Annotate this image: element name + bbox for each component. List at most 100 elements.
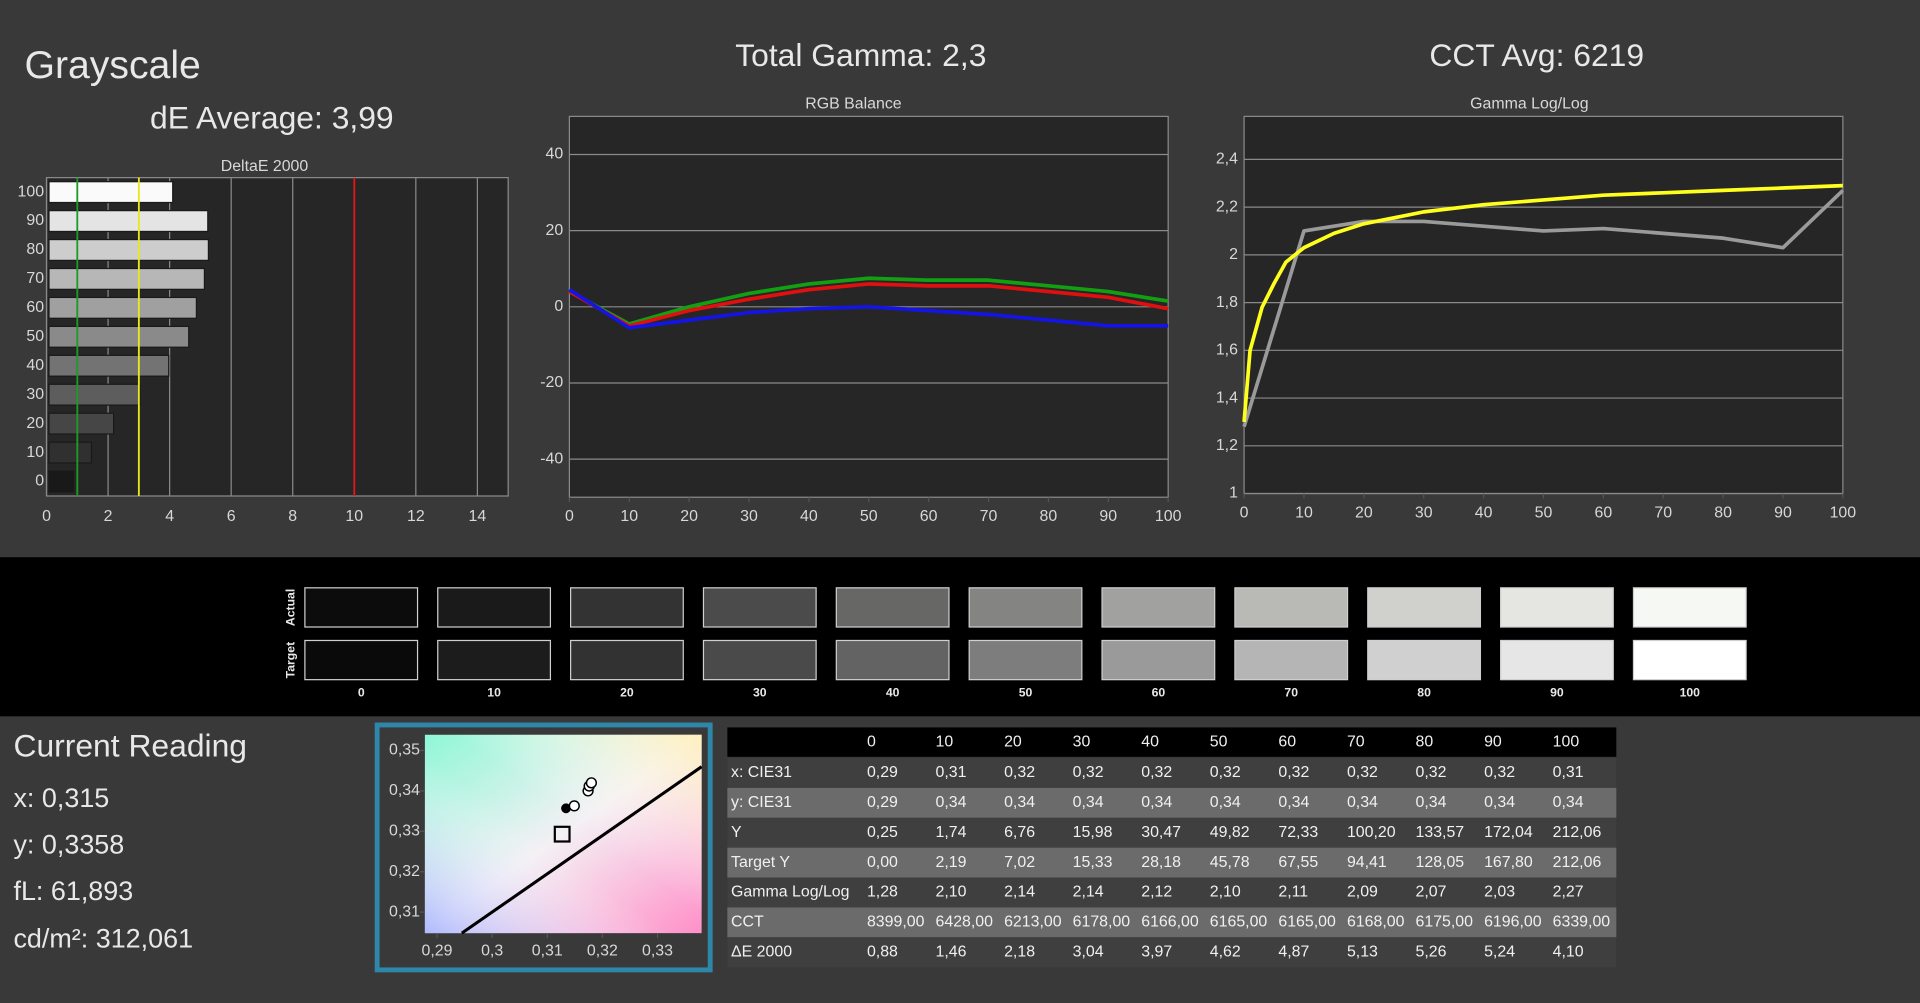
table-cell: 67,55 xyxy=(1278,854,1318,871)
table-row-label: ΔE 2000 xyxy=(731,943,792,960)
swatch-label: 30 xyxy=(753,685,767,699)
table-cell: 128,05 xyxy=(1416,854,1465,871)
table-header-cell: 10 xyxy=(936,733,954,750)
bar xyxy=(48,267,206,290)
table-row-bg xyxy=(727,817,1617,848)
y-tick-label: 0,35 xyxy=(389,742,420,759)
table-cell: 6178,00 xyxy=(1073,914,1131,931)
x-tick-label: 4 xyxy=(165,508,174,525)
table-cell: 4,62 xyxy=(1210,943,1241,960)
table-cell: 94,41 xyxy=(1347,854,1387,871)
table-row-bg xyxy=(727,847,1617,878)
table-cell: 172,04 xyxy=(1484,824,1533,841)
table-cell: 0,34 xyxy=(1004,794,1035,811)
table-row-bg xyxy=(727,937,1617,968)
table-cell: 15,33 xyxy=(1073,854,1113,871)
table-cell: 45,78 xyxy=(1210,854,1250,871)
table-cell: 6175,00 xyxy=(1416,914,1474,931)
y-tick-label: 40 xyxy=(26,357,44,374)
x-tick-label: 80 xyxy=(1714,504,1732,521)
y-tick-label: 20 xyxy=(546,222,564,239)
swatch-band xyxy=(0,557,1920,717)
y-tick-label: 2 xyxy=(1229,246,1238,263)
y-tick-label: 0,34 xyxy=(389,782,420,799)
swatch-label: 60 xyxy=(1152,685,1166,699)
table-cell: 6165,00 xyxy=(1278,914,1336,931)
total-gamma: Total Gamma: 2,3 xyxy=(735,37,986,73)
table-cell: 8399,00 xyxy=(867,914,925,931)
table-cell: 0,32 xyxy=(1416,764,1447,781)
table-cell: 0,32 xyxy=(1004,764,1035,781)
table-cell: 0,32 xyxy=(1141,764,1172,781)
swatch-label: 70 xyxy=(1284,685,1298,699)
table-cell: 6339,00 xyxy=(1553,914,1611,931)
target-swatch xyxy=(1500,639,1614,681)
target-swatch xyxy=(570,639,684,681)
target-swatch xyxy=(437,639,552,681)
bar xyxy=(48,412,115,435)
series-line xyxy=(1242,183,1843,423)
chart-title: RGB Balance xyxy=(805,95,902,112)
bar xyxy=(48,383,141,406)
chart-title: Gamma Log/Log xyxy=(1470,95,1588,112)
table-cell: 0,32 xyxy=(1210,764,1241,781)
bar xyxy=(48,181,174,204)
x-tick-label: 30 xyxy=(740,508,758,525)
table-cell: 2,14 xyxy=(1073,884,1104,901)
table-header-bg xyxy=(727,727,1617,757)
table-cell: 0,25 xyxy=(867,824,898,841)
table-cell: 2,18 xyxy=(1004,943,1035,960)
x-tick-label: 0,29 xyxy=(422,943,453,960)
x-tick-label: 0 xyxy=(42,508,51,525)
x-tick-label: 0 xyxy=(1240,504,1249,521)
y-tick-label: 0,32 xyxy=(389,863,420,880)
table-row-bg xyxy=(727,787,1617,818)
table-header-cell: 0 xyxy=(867,733,876,750)
table-cell: 212,06 xyxy=(1553,824,1602,841)
target-swatch xyxy=(1632,639,1747,681)
y-tick-label: 30 xyxy=(26,386,44,403)
table-header-cell: 100 xyxy=(1553,733,1580,750)
actual-swatch xyxy=(968,587,1083,628)
x-tick-label: 12 xyxy=(407,508,425,525)
table-cell: 0,34 xyxy=(1416,794,1447,811)
table-cell: 28,18 xyxy=(1141,854,1181,871)
table-cell: 2,19 xyxy=(936,854,967,871)
target-swatch xyxy=(1234,639,1349,681)
table-header-cell: 60 xyxy=(1278,733,1296,750)
table-cell: 6168,00 xyxy=(1347,914,1405,931)
table-row-label: y: CIE31 xyxy=(731,794,792,811)
table-cell: 7,02 xyxy=(1004,854,1035,871)
actual-swatch xyxy=(1101,587,1216,628)
series-line xyxy=(568,276,1169,326)
x-tick-label: 40 xyxy=(800,508,818,525)
x-tick-label: 0,32 xyxy=(587,943,618,960)
target-swatch xyxy=(1101,639,1216,681)
bar xyxy=(48,354,170,377)
x-tick-label: 100 xyxy=(1155,508,1182,525)
table-row-label: Gamma Log/Log xyxy=(731,884,849,901)
y-tick-label: 70 xyxy=(26,270,44,287)
y-tick-label: 1,4 xyxy=(1216,389,1238,406)
x-tick-label: 14 xyxy=(469,508,487,525)
table-cell: 2,14 xyxy=(1004,884,1035,901)
x-tick-label: 70 xyxy=(980,508,998,525)
table-cell: 4,10 xyxy=(1553,943,1584,960)
table-row-label: x: CIE31 xyxy=(731,764,792,781)
table-cell: 3,04 xyxy=(1073,943,1104,960)
bar xyxy=(48,325,190,348)
table-cell: 133,57 xyxy=(1416,824,1465,841)
y-tick-label: 2,2 xyxy=(1216,198,1238,215)
table-cell: 2,12 xyxy=(1141,884,1172,901)
de-average: dE Average: 3,99 xyxy=(150,99,394,135)
x-tick-label: 20 xyxy=(1355,504,1373,521)
table-cell: 0,32 xyxy=(1278,764,1309,781)
table-row-bg xyxy=(727,758,1617,788)
target-swatch xyxy=(1367,639,1482,681)
table-header-cell: 30 xyxy=(1073,733,1091,750)
table-cell: 212,06 xyxy=(1553,854,1602,871)
x-tick-label: 60 xyxy=(920,508,938,525)
x-tick-label: 2 xyxy=(104,508,113,525)
table-cell: 1,74 xyxy=(936,824,967,841)
table-cell: 2,03 xyxy=(1484,884,1515,901)
